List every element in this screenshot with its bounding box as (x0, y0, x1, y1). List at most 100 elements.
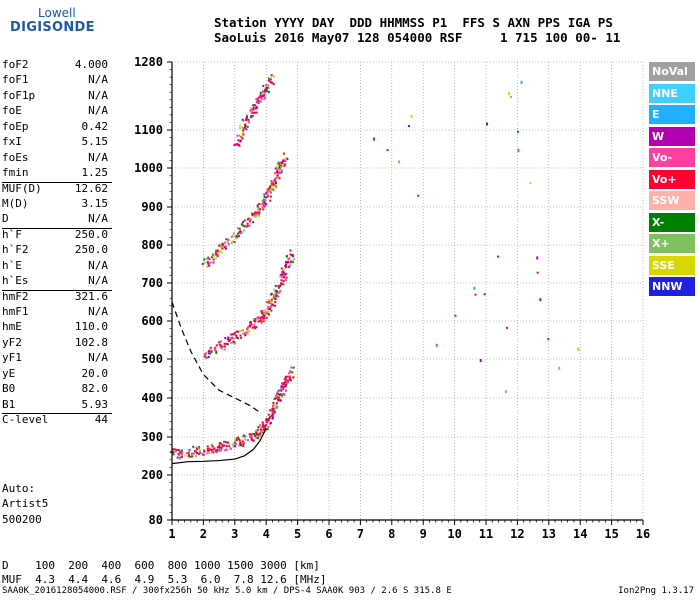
echo-point (262, 208, 265, 211)
echo-point (285, 277, 288, 280)
echo-point (203, 258, 206, 261)
param-divider (2, 181, 112, 183)
echo-point (195, 450, 198, 453)
echo-point (280, 169, 283, 172)
echo-point (536, 271, 539, 274)
echo-point (286, 158, 289, 161)
echo-point (267, 86, 270, 89)
param-name: hmF2 (2, 289, 29, 303)
echo-point (214, 449, 217, 452)
echo-point (239, 330, 242, 333)
echo-point (210, 451, 213, 454)
echo-point (195, 453, 198, 456)
echo-point (510, 95, 513, 98)
echo-point (252, 111, 255, 114)
echo-point (407, 124, 410, 127)
echo-point (289, 249, 292, 252)
footer-info: SAA0K_2016128054000.RSF / 300fx256h 50 k… (2, 586, 452, 596)
echo-point (259, 424, 262, 427)
echo-point (266, 190, 269, 193)
echo-point (263, 200, 266, 203)
echo-point (232, 340, 235, 343)
echo-point (280, 276, 283, 279)
echo-point (274, 180, 277, 183)
echo-point (539, 298, 542, 302)
y-tick-label: 700 (141, 276, 163, 290)
echo-point (220, 443, 223, 446)
echo-point (235, 336, 238, 339)
echo-point (220, 446, 223, 449)
echo-point (267, 79, 270, 82)
echo-point (274, 301, 277, 304)
echo-point (207, 352, 210, 355)
echo-point (225, 238, 228, 241)
echo-point (253, 434, 256, 437)
echo-point (232, 333, 235, 336)
echo-point (271, 303, 274, 306)
echo-point (269, 188, 272, 191)
echo-point (237, 438, 240, 441)
echo-point (275, 177, 278, 180)
echo-point (288, 372, 291, 375)
echo-point (178, 453, 181, 456)
echo-point (289, 370, 292, 373)
echo-point (245, 128, 248, 131)
echo-point (237, 139, 240, 142)
echo-point (208, 258, 211, 261)
echo-point (291, 254, 294, 257)
echo-point (220, 251, 223, 254)
param-name: B1 (2, 397, 16, 411)
echo-point (474, 293, 477, 296)
echo-point (214, 257, 217, 260)
echo-point (282, 274, 285, 277)
param-row: B0 82.0 (2, 381, 108, 396)
echo-point (272, 410, 275, 413)
echo-point (242, 129, 245, 132)
echo-point (245, 331, 248, 334)
echo-point (288, 375, 291, 378)
echo-point (241, 137, 244, 140)
echo-point (270, 300, 273, 303)
echo-point (231, 240, 234, 243)
x-tick-label: 9 (420, 527, 427, 541)
echo-point (271, 412, 274, 415)
echo-point (242, 133, 245, 136)
echo-point (290, 366, 293, 369)
echo-point (259, 91, 262, 94)
echo-point (285, 156, 288, 159)
echo-point (235, 334, 238, 337)
y-tick-label: 1000 (134, 161, 163, 175)
param-row: hmF1 N/A (2, 304, 108, 319)
echo-point (262, 428, 265, 431)
echo-point (237, 330, 240, 333)
echo-point (435, 343, 438, 347)
echo-point (254, 429, 257, 432)
param-row: B1 5.93 (2, 397, 108, 412)
echo-point (248, 324, 251, 327)
echo-point (251, 114, 254, 117)
param-value: 5.15 (81, 135, 109, 149)
echo-point (250, 106, 253, 109)
echo-point (263, 199, 266, 202)
echo-point (257, 435, 260, 438)
param-row: fmin 1.25 (2, 165, 108, 180)
legend-item: NoVal (649, 62, 695, 81)
param-value: N/A (88, 73, 108, 87)
chart-curves (171, 301, 267, 465)
echo-point (287, 258, 290, 261)
echo-point (255, 326, 258, 329)
param-row: foF1p N/A (2, 88, 108, 103)
legend-item: E (649, 105, 695, 124)
echo-point (228, 443, 231, 446)
echo-point (240, 135, 243, 138)
echo-point (284, 274, 287, 277)
param-name: foE (2, 104, 22, 118)
echo-point (276, 176, 279, 179)
echo-point (221, 345, 224, 348)
echo-point (520, 80, 523, 84)
y-tick-label: 1100 (134, 123, 163, 137)
echo-point (247, 330, 250, 333)
echo-point (270, 414, 273, 417)
param-name: foEs (2, 150, 29, 164)
x-tick-label: 15 (604, 527, 618, 541)
